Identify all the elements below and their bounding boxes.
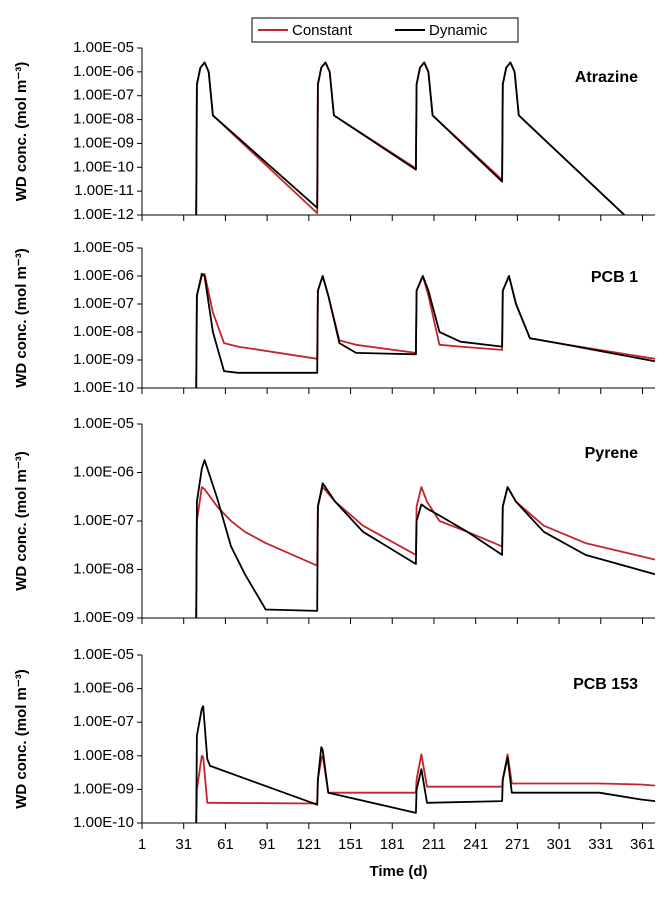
x-tick-label: 151 [338, 836, 363, 853]
x-tick-label: 61 [217, 836, 234, 853]
y-tick-label: 1.00E-07 [73, 295, 134, 312]
x-tick-label: 301 [547, 836, 572, 853]
x-tick-label: 91 [259, 836, 276, 853]
x-tick-label: 361 [630, 836, 655, 853]
y-tick-label: 1.00E-05 [73, 239, 134, 256]
x-tick-label: 241 [463, 836, 488, 853]
y-tick-label: 1.00E-11 [74, 182, 134, 199]
y-tick-label: 1.00E-08 [73, 111, 134, 128]
y-tick-label: 1.00E-05 [73, 39, 134, 56]
y-axis-label: WD conc. (mol m⁻³) [13, 451, 30, 591]
series-line [195, 705, 656, 824]
x-tick-label: 121 [296, 836, 321, 853]
y-tick-label: 1.00E-09 [73, 351, 134, 368]
legend-label: Constant [292, 22, 353, 39]
panel-title: PCB 1 [591, 269, 638, 286]
panel-title: Pyrene [585, 445, 638, 462]
y-tick-label: 1.00E-10 [73, 158, 134, 175]
y-tick-label: 1.00E-09 [73, 780, 134, 797]
y-tick-label: 1.00E-07 [73, 87, 134, 104]
y-tick-label: 1.00E-06 [73, 680, 134, 697]
y-tick-label: 1.00E-10 [73, 814, 134, 831]
y-tick-label: 1.00E-09 [73, 609, 134, 626]
x-tick-label: 211 [422, 836, 446, 853]
y-tick-label: 1.00E-08 [73, 323, 134, 340]
y-tick-label: 1.00E-09 [73, 134, 134, 151]
x-tick-label: 271 [505, 836, 530, 853]
legend-box [251, 17, 519, 43]
y-axis-label: WD conc. (mol m⁻³) [13, 62, 30, 202]
x-tick-label: 1 [138, 836, 146, 853]
y-tick-label: 1.00E-06 [73, 267, 134, 284]
y-tick-label: 1.00E-05 [73, 415, 134, 432]
series-line [195, 61, 626, 216]
x-tick-label: 181 [380, 836, 405, 853]
y-tick-label: 1.00E-08 [73, 560, 134, 577]
x-tick-label: 331 [588, 836, 613, 853]
y-tick-label: 1.00E-06 [73, 63, 134, 80]
panel-title: Atrazine [575, 69, 638, 86]
series-line [195, 459, 656, 619]
legend-label: Dynamic [429, 22, 488, 39]
x-tick-label: 31 [175, 836, 192, 853]
y-tick-label: 1.00E-07 [73, 713, 134, 730]
y-axis-label: WD conc. (mol m⁻³) [13, 669, 30, 809]
y-tick-label: 1.00E-05 [73, 646, 134, 663]
x-axis-label: Time (d) [369, 863, 427, 880]
panel-title: PCB 153 [573, 676, 638, 693]
y-tick-label: 1.00E-07 [73, 512, 134, 529]
y-tick-label: 1.00E-06 [73, 463, 134, 480]
series-line [195, 61, 626, 216]
y-axis-label: WD conc. (mol m⁻³) [13, 248, 30, 388]
y-tick-label: 1.00E-10 [73, 379, 134, 396]
series-line [195, 753, 656, 824]
y-tick-label: 1.00E-12 [73, 206, 134, 223]
y-tick-label: 1.00E-08 [73, 747, 134, 764]
series-line [195, 272, 656, 389]
series-line [195, 272, 656, 389]
